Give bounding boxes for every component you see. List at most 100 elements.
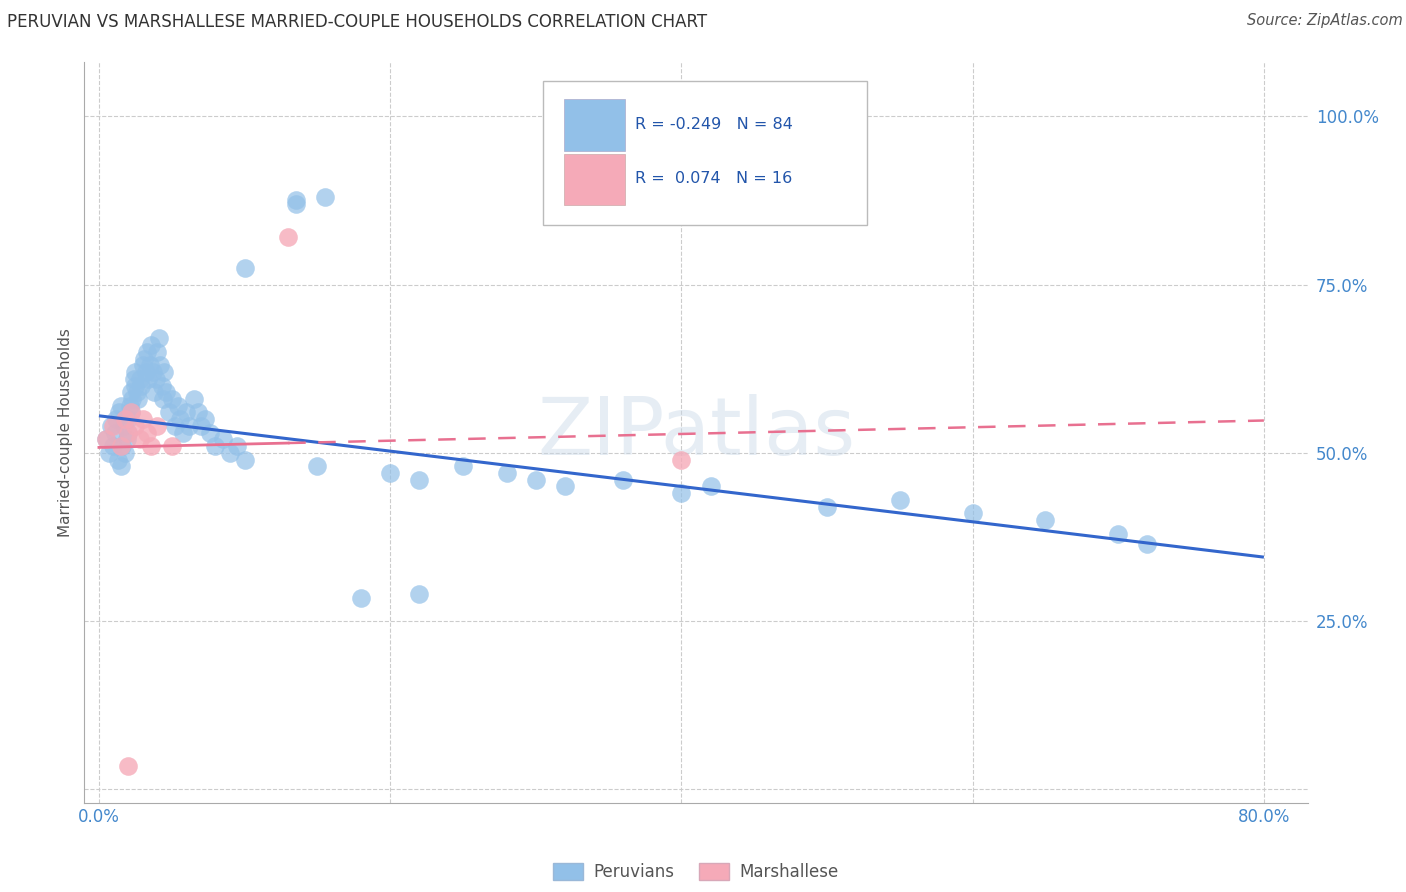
Point — [114, 446, 136, 460]
Point — [153, 365, 176, 379]
Point — [138, 372, 160, 386]
Point — [127, 392, 149, 406]
Point — [120, 405, 142, 419]
Text: R = -0.249   N = 84: R = -0.249 N = 84 — [636, 117, 793, 132]
Text: PERUVIAN VS MARSHALLESE MARRIED-COUPLE HOUSEHOLDS CORRELATION CHART: PERUVIAN VS MARSHALLESE MARRIED-COUPLE H… — [7, 13, 707, 31]
Point — [671, 486, 693, 500]
Point — [143, 385, 166, 400]
Point — [219, 446, 242, 460]
FancyBboxPatch shape — [543, 81, 868, 226]
FancyBboxPatch shape — [564, 99, 626, 152]
Point — [110, 459, 132, 474]
Point — [157, 405, 180, 419]
Point — [160, 392, 183, 406]
Point — [96, 433, 118, 447]
Text: R =  0.074   N = 16: R = 0.074 N = 16 — [636, 171, 792, 186]
Point — [408, 587, 430, 601]
Point — [108, 405, 131, 419]
Point — [1107, 526, 1129, 541]
Y-axis label: Married-couple Households: Married-couple Households — [58, 328, 73, 537]
Point — [142, 365, 165, 379]
Point — [277, 230, 299, 244]
Point — [132, 351, 155, 366]
Point — [187, 405, 209, 419]
Point — [233, 260, 256, 275]
Point — [117, 412, 139, 426]
Point — [128, 433, 150, 447]
Point — [451, 459, 474, 474]
Point — [145, 372, 167, 386]
Point — [889, 492, 911, 507]
Point — [148, 331, 170, 345]
Point — [110, 399, 132, 413]
Point — [307, 459, 329, 474]
Point — [98, 446, 121, 460]
Point — [155, 385, 177, 400]
Point — [136, 425, 159, 440]
Point — [124, 378, 146, 392]
Point — [124, 418, 146, 433]
Point — [139, 359, 162, 373]
Point — [380, 466, 402, 480]
Point — [815, 500, 838, 514]
Point — [314, 190, 336, 204]
Point — [204, 439, 226, 453]
Point — [198, 425, 221, 440]
Point — [183, 392, 205, 406]
Point — [124, 365, 146, 379]
Point — [129, 378, 152, 392]
Point — [100, 418, 122, 433]
Point — [146, 344, 169, 359]
Point — [103, 439, 125, 453]
Point — [163, 418, 186, 433]
Point — [146, 418, 169, 433]
Legend: Peruvians, Marshallese: Peruvians, Marshallese — [554, 863, 838, 881]
Point — [190, 418, 212, 433]
Point — [112, 418, 135, 433]
Point — [131, 359, 153, 373]
Point — [284, 196, 307, 211]
Point — [524, 473, 547, 487]
Point — [118, 399, 141, 413]
Point — [141, 338, 163, 352]
Point — [166, 399, 188, 413]
Point — [107, 452, 129, 467]
Point — [104, 425, 127, 440]
Point — [136, 344, 159, 359]
Point — [1035, 513, 1057, 527]
Point — [115, 433, 138, 447]
Point — [114, 412, 136, 426]
Point — [226, 439, 249, 453]
Point — [174, 405, 197, 419]
Point — [150, 378, 173, 392]
Point — [125, 385, 148, 400]
FancyBboxPatch shape — [564, 153, 626, 205]
Point — [495, 466, 517, 480]
Point — [612, 473, 634, 487]
Point — [117, 425, 139, 440]
Point — [152, 392, 174, 406]
Point — [554, 479, 576, 493]
Point — [149, 359, 172, 373]
Point — [169, 412, 191, 426]
Point — [135, 365, 157, 379]
Point — [110, 439, 132, 453]
Point — [105, 412, 128, 426]
Point — [128, 372, 150, 386]
Point — [194, 412, 217, 426]
Point — [699, 479, 721, 493]
Point — [671, 452, 693, 467]
Point — [122, 372, 145, 386]
Point — [350, 591, 373, 605]
Point — [111, 439, 134, 453]
Point — [408, 473, 430, 487]
Point — [160, 439, 183, 453]
Point — [962, 507, 984, 521]
Text: ZIPatlas: ZIPatlas — [537, 393, 855, 472]
Point — [233, 452, 256, 467]
Point — [117, 758, 139, 772]
Point — [96, 433, 118, 447]
Point — [211, 433, 233, 447]
Point — [120, 385, 142, 400]
Point — [1136, 536, 1159, 550]
